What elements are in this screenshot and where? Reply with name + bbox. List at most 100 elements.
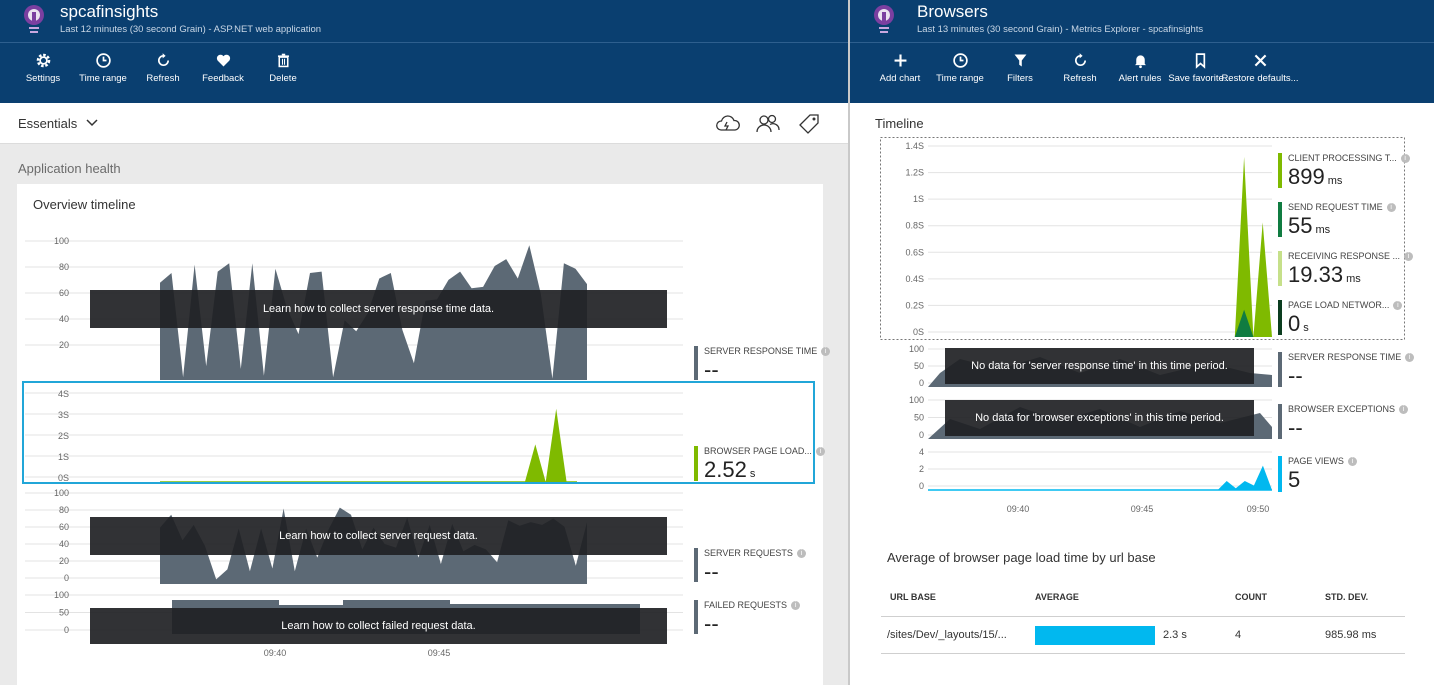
table-row-divider <box>881 653 1405 654</box>
blade-title: spcafinsights <box>60 2 159 21</box>
metric-value: 5 <box>1288 467 1301 492</box>
x-tick-label: 09:45 <box>428 648 451 658</box>
overview-timeline-card[interactable]: Overview timeline 100 80 60 40 20 4S 3S 2S 1S 0S 1… <box>17 184 831 685</box>
metric-unit: ms <box>1315 224 1331 236</box>
y-tick-label: 1.4S <box>905 141 924 151</box>
settings-button[interactable]: Settings <box>3 52 83 84</box>
cloud-icon[interactable] <box>715 113 741 135</box>
filters-label: Filters <box>1007 73 1033 84</box>
feedback-button[interactable]: Feedback <box>183 52 263 84</box>
metric-color-bar <box>1278 202 1282 237</box>
refresh-button[interactable]: Refresh <box>123 52 203 84</box>
col-header-url-base: URL BASE <box>890 592 936 602</box>
cell-std-dev: 985.98 ms <box>1325 629 1377 641</box>
y-tick-label: 60 <box>59 288 69 298</box>
server-requests-info-overlay[interactable]: Learn how to collect server request data… <box>90 517 667 555</box>
x-tick-label: 09:40 <box>264 648 287 658</box>
trash-icon <box>277 53 289 68</box>
metric-label: SERVER REQUESTS <box>704 548 793 558</box>
y-tick-label: 4S <box>58 389 69 399</box>
y-tick-label: 80 <box>59 505 69 515</box>
y-tick-label: 1S <box>58 452 69 462</box>
cell-url-base[interactable]: /sites/Dev/_layouts/15/... <box>887 629 1007 641</box>
metric-value: -- <box>704 611 719 636</box>
restore-defaults-label: Restore defaults... <box>1221 73 1299 84</box>
time-range-button[interactable]: Time range <box>920 52 1000 84</box>
y-tick-label: 0 <box>919 430 924 440</box>
info-icon[interactable]: i <box>1399 405 1409 414</box>
restore-defaults-button[interactable]: Restore defaults... <box>1220 52 1300 84</box>
save-favorite-label: Save favorite... <box>1168 73 1232 84</box>
time-range-button[interactable]: Time range <box>63 52 143 84</box>
server-response-info-overlay[interactable]: Learn how to collect server response tim… <box>90 290 667 328</box>
y-tick-label: 0S <box>913 327 924 337</box>
col-header-average: AVERAGE <box>1035 592 1079 602</box>
y-tick-label: 0 <box>64 625 69 635</box>
metric-color-bar <box>694 446 698 481</box>
left-blade-header: spcafinsights Last 12 minutes (30 second… <box>0 0 848 103</box>
info-icon[interactable]: i <box>821 347 831 356</box>
info-icon[interactable]: i <box>1404 252 1414 261</box>
metric-label: RECEIVING RESPONSE ... <box>1288 251 1401 261</box>
delete-button[interactable]: Delete <box>243 52 323 84</box>
x-tick-label: 09:40 <box>1007 504 1030 514</box>
y-tick-label: 100 <box>54 590 69 600</box>
y-tick-label: 3S <box>58 410 69 420</box>
failed-requests-info-overlay[interactable]: Learn how to collect failed request data… <box>90 608 667 644</box>
metric-color-bar <box>694 548 698 582</box>
tag-icon[interactable] <box>796 113 822 135</box>
heart-icon <box>216 54 230 67</box>
blade-subtitle: Last 13 minutes (30 second Grain) - Metr… <box>917 24 1204 35</box>
info-icon[interactable]: i <box>1386 203 1396 212</box>
info-icon[interactable]: i <box>1347 457 1357 466</box>
refresh-button[interactable]: Refresh <box>1040 52 1120 84</box>
info-icon[interactable]: i <box>791 601 801 610</box>
info-icon[interactable]: i <box>1393 301 1403 310</box>
selected-row-highlight <box>22 381 815 484</box>
y-tick-label: 100 <box>909 344 924 354</box>
time-range-label: Time range <box>936 73 984 84</box>
table-header-divider <box>881 616 1405 617</box>
app-insights-blade: spcafinsights Last 12 minutes (30 second… <box>0 0 848 685</box>
info-icon[interactable]: i <box>1400 154 1410 163</box>
header-divider <box>850 42 1434 43</box>
info-icon[interactable]: i <box>1405 353 1415 362</box>
add-chart-label: Add chart <box>879 73 921 84</box>
filters-button[interactable]: Filters <box>980 52 1060 84</box>
metric-value: -- <box>1288 415 1303 440</box>
y-tick-label: 100 <box>54 236 69 246</box>
y-tick-label: 0.6S <box>905 247 924 257</box>
average-bar <box>1035 626 1155 645</box>
metric-value: -- <box>704 357 719 382</box>
y-tick-label: 50 <box>914 413 924 423</box>
metric-value: 0 <box>1288 311 1301 336</box>
add-chart-button[interactable]: Add chart <box>860 52 940 84</box>
close-icon <box>1254 54 1266 67</box>
no-data-server-response-overlay: No data for 'server response time' in th… <box>945 348 1254 384</box>
no-data-browser-exceptions-overlay: No data for 'browser exceptions' in this… <box>945 400 1254 436</box>
blade-title: Browsers <box>917 2 988 21</box>
alert-rules-button[interactable]: Alert rules <box>1100 52 1180 84</box>
chevron-down-icon[interactable] <box>86 118 98 128</box>
metric-color-bar <box>1278 352 1282 387</box>
metric-label: SERVER RESPONSE TIME <box>1288 352 1402 362</box>
y-tick-label: 0.2S <box>905 300 924 310</box>
clock-icon <box>952 53 968 68</box>
refresh-label: Refresh <box>146 73 180 84</box>
metric-label: SEND REQUEST TIME <box>1288 202 1383 212</box>
bookmark-icon <box>1195 53 1205 69</box>
refresh-icon <box>157 53 169 66</box>
users-icon[interactable] <box>755 113 781 135</box>
page-load-network-area <box>928 309 1272 337</box>
metric-label: BROWSER EXCEPTIONS <box>1288 404 1396 414</box>
metric-value: -- <box>1288 363 1303 388</box>
save-favorite-button[interactable]: Save favorite... <box>1160 52 1240 84</box>
info-icon[interactable]: i <box>815 447 825 456</box>
metric-value: 2.52 <box>704 457 747 482</box>
essentials-toggle[interactable]: Essentials <box>18 116 78 131</box>
x-tick-label: 09:50 <box>1247 504 1270 514</box>
y-tick-label: 4 <box>919 447 924 457</box>
info-icon[interactable]: i <box>796 549 806 558</box>
blade-divider <box>848 0 850 685</box>
refresh-icon <box>1074 53 1086 66</box>
